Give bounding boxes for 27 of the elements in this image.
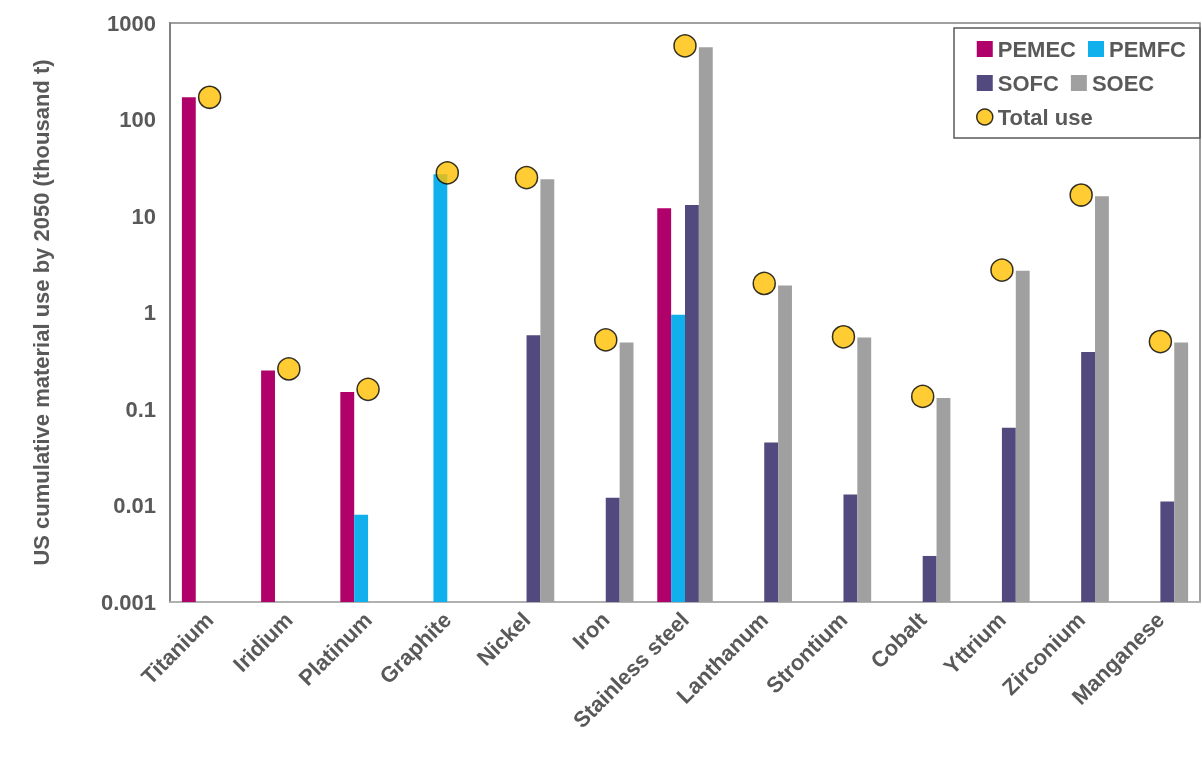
- point: [1069, 183, 1093, 207]
- legend-label: PEMEC: [997, 36, 1077, 62]
- point: [356, 377, 380, 402]
- y-tick-label: 100: [119, 107, 156, 132]
- point: [277, 357, 301, 381]
- y-axis-title: US cumulative material use by 2050 (thousand t): [28, 59, 54, 566]
- point: [752, 271, 776, 296]
- y-tick-label: 1: [143, 300, 156, 325]
- legend-label: SOFC: [997, 70, 1059, 96]
- point: [910, 384, 935, 409]
- point: [514, 165, 539, 190]
- point: [831, 325, 856, 349]
- legend-label: PEMFC: [1109, 36, 1187, 62]
- y-tick-label: 1000: [107, 10, 156, 36]
- legend-label: SOEC: [1091, 70, 1155, 96]
- y-tick-label: 0.01: [113, 493, 156, 518]
- y-tick-label: 10: [131, 203, 156, 229]
- point: [435, 161, 460, 185]
- point: [990, 258, 1014, 282]
- point: [1148, 329, 1173, 354]
- y-tick-label: 0.001: [100, 589, 156, 615]
- point: [594, 328, 618, 352]
- point: [197, 85, 222, 110]
- x-tick-label: Iron: [567, 607, 615, 655]
- y-tick-label: 0.1: [125, 396, 156, 422]
- legend-label: Total use: [997, 104, 1093, 130]
- point: [673, 34, 697, 58]
